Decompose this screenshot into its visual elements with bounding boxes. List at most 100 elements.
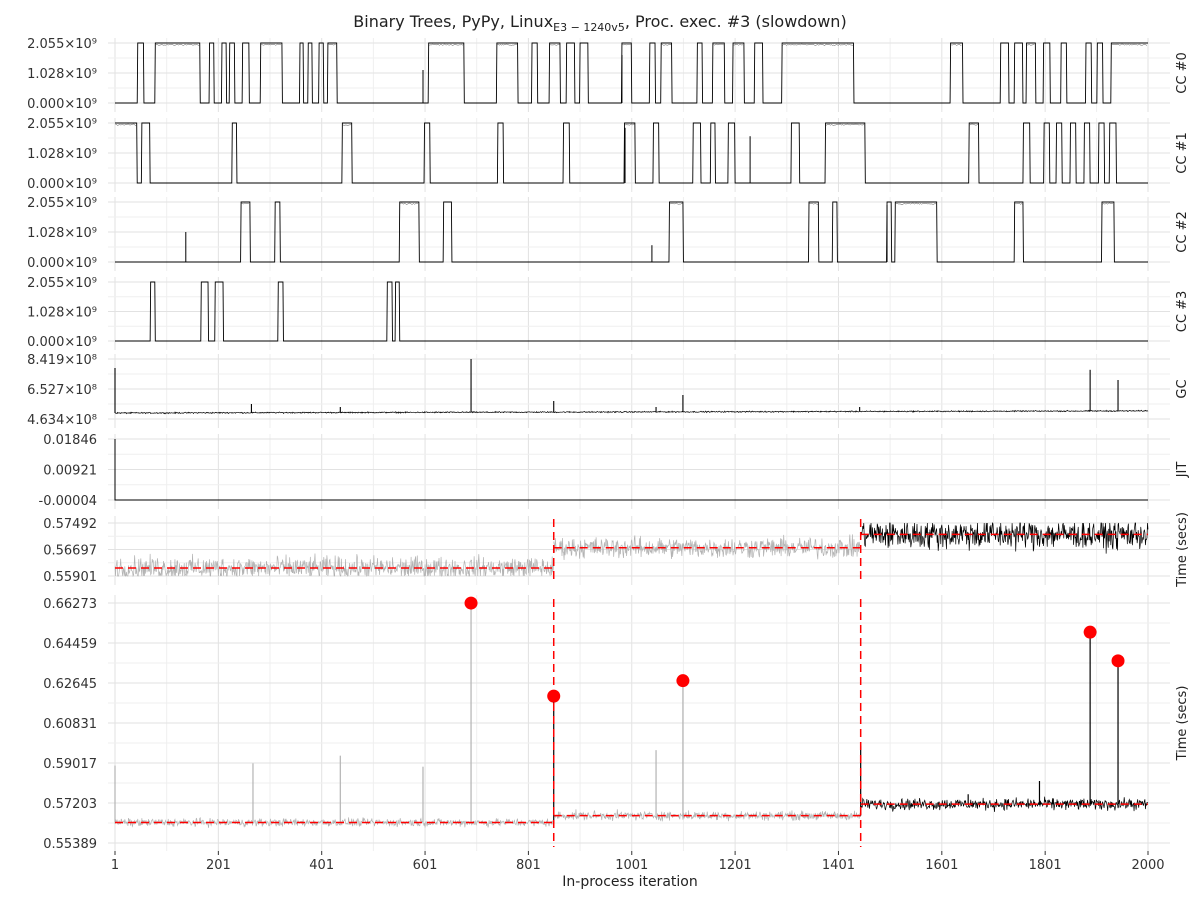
panel-jit: -0.00004 0.00921 0.01846 JIT xyxy=(39,433,1190,509)
plateau-jitter xyxy=(624,123,635,126)
strip-label-time_full: Time (secs) xyxy=(1175,686,1190,762)
y-tick-label: 0.57492 xyxy=(43,517,97,532)
strip-label-jit: JIT xyxy=(1175,462,1190,479)
y-tick-label: 0.55901 xyxy=(43,570,97,585)
plateau-jitter xyxy=(497,43,518,46)
y-tick-label: 1.028×10⁹ xyxy=(27,67,97,82)
y-tick-label: 0.01846 xyxy=(43,433,97,448)
plateau-jitter xyxy=(241,202,249,205)
gridlines-gc xyxy=(108,354,1170,428)
y-tick-label: 1.028×10⁹ xyxy=(27,147,97,162)
plateau-jitter xyxy=(400,202,418,205)
x-tick-label: 2000 xyxy=(1131,858,1164,873)
x-tick-label: 1801 xyxy=(1029,858,1062,873)
x-tick-label: 1401 xyxy=(822,858,855,873)
series-line-segment xyxy=(553,809,862,822)
plateau-jitter xyxy=(1015,202,1023,205)
series-line-segment xyxy=(553,534,862,561)
plateau-jitter xyxy=(782,43,854,46)
x-tick-label: 801 xyxy=(516,858,541,873)
outlier-point xyxy=(547,689,561,703)
panel-gc: 4.634×10⁸ 6.527×10⁸ 8.419×10⁸ GC xyxy=(27,353,1190,428)
gridlines-cc2 xyxy=(108,197,1170,271)
plateau-jitter xyxy=(969,123,979,126)
y-tick-label: 1.028×10⁹ xyxy=(27,226,97,241)
y-tick-label: 0.66273 xyxy=(43,597,97,612)
plateau-jitter xyxy=(895,202,937,205)
plateau-jitter xyxy=(342,123,352,126)
y-tick-label: 0.64459 xyxy=(43,637,97,652)
plateau-jitter xyxy=(809,202,818,205)
strip-label-time_zoom: Time (secs) xyxy=(1175,512,1190,588)
x-tick-label: 1201 xyxy=(719,858,752,873)
title-rest: , Proc. exec. #3 (slowdown) xyxy=(624,12,847,31)
strip-label-cc2: CC #2 xyxy=(1175,211,1190,252)
series-line-segment xyxy=(860,522,1149,554)
gridlines-cc0 xyxy=(108,38,1170,112)
title-subscript: E3 − 1240v5 xyxy=(553,21,625,35)
series-line-gc xyxy=(114,409,1149,415)
y-tick-label: 0.55389 xyxy=(43,837,97,852)
series-line-cc0 xyxy=(115,42,1148,104)
plateau-jitter xyxy=(155,43,200,46)
panel-time_zoom: 0.55901 0.56697 0.57492 Time (secs) xyxy=(43,512,1190,588)
y-tick-label: 0.000×10⁹ xyxy=(27,177,97,192)
strip-label-gc: GC xyxy=(1175,379,1190,398)
strip-label-cc1: CC #1 xyxy=(1175,132,1190,173)
y-tick-label: -0.00004 xyxy=(39,494,97,509)
plateau-jitter xyxy=(733,43,744,46)
plateau-jitter xyxy=(328,43,336,46)
series-line-cc1 xyxy=(115,122,1148,184)
x-axis-title: In-process iteration xyxy=(562,874,698,890)
y-tick-label: 2.055×10⁹ xyxy=(27,37,97,52)
series-line-segment xyxy=(860,796,1149,812)
x-tick-label: 1001 xyxy=(615,858,648,873)
x-tick-label: 401 xyxy=(309,858,334,873)
outlier-point xyxy=(676,674,690,688)
plateau-jitter xyxy=(713,43,724,46)
strip-label-cc3: CC #3 xyxy=(1175,291,1190,332)
plateau-jitter xyxy=(661,43,672,46)
x-tick-label: 1601 xyxy=(925,858,958,873)
y-tick-label: 0.59017 xyxy=(43,757,97,772)
y-tick-label: 0.60831 xyxy=(43,717,97,732)
plateau-jitter xyxy=(550,43,560,46)
y-tick-label: 0.000×10⁹ xyxy=(27,256,97,271)
y-tick-label: 8.419×10⁸ xyxy=(27,353,97,368)
plateau-jitter xyxy=(1102,202,1113,205)
gridlines-cc3 xyxy=(108,277,1170,350)
x-tick-label: 601 xyxy=(413,858,438,873)
plateau-jitter xyxy=(951,43,962,46)
x-axis: 1 201 401 601 801 1001 1201 1401 1601 1801 2000 xyxy=(111,851,1165,873)
y-tick-label: 2.055×10⁹ xyxy=(27,276,97,291)
y-tick-label: 4.634×10⁸ xyxy=(27,413,97,428)
plateau-jitter xyxy=(115,123,137,126)
y-tick-label: 0.00921 xyxy=(43,464,97,479)
x-tick-label: 201 xyxy=(206,858,231,873)
y-tick-label: 0.000×10⁹ xyxy=(27,335,97,350)
plateau-jitter xyxy=(622,44,631,46)
y-tick-label: 2.055×10⁹ xyxy=(27,196,97,211)
panel-cc2: 0.000×10⁹ 1.028×10⁹ 2.055×10⁹ CC #2 xyxy=(27,196,1190,271)
gridlines-jit xyxy=(108,434,1170,509)
panel-cc1: 0.000×10⁹ 1.028×10⁹ 2.055×10⁹ CC #1 xyxy=(27,117,1190,192)
y-tick-label: 0.000×10⁹ xyxy=(27,97,97,112)
y-tick-label: 0.56697 xyxy=(43,544,97,559)
panel-cc0: 0.000×10⁹ 1.028×10⁹ 2.055×10⁹ CC #0 xyxy=(27,37,1190,112)
series-line-jit xyxy=(114,439,1148,501)
strip-label-cc0: CC #0 xyxy=(1175,52,1190,93)
gridlines-cc1 xyxy=(108,118,1170,192)
y-tick-label: 2.055×10⁹ xyxy=(27,117,97,132)
panel-cc3: 0.000×10⁹ 1.028×10⁹ 2.055×10⁹ CC #3 xyxy=(27,276,1190,350)
outlier-point xyxy=(1111,654,1125,668)
y-tick-label: 0.62645 xyxy=(43,677,97,692)
gridlines-time_full xyxy=(108,595,1170,851)
plateau-jitter xyxy=(669,202,683,205)
chart-title: Binary Trees, PyPy, LinuxE3 − 1240v5, Pr… xyxy=(0,12,1200,34)
outlier-point xyxy=(464,596,478,610)
y-tick-label: 6.527×10⁸ xyxy=(27,383,97,398)
title-main: Binary Trees, PyPy, Linux xyxy=(353,12,554,31)
panel-time_full: 0.55389 0.57203 0.59017 0.60831 0.62645 0.644… xyxy=(43,595,1190,852)
